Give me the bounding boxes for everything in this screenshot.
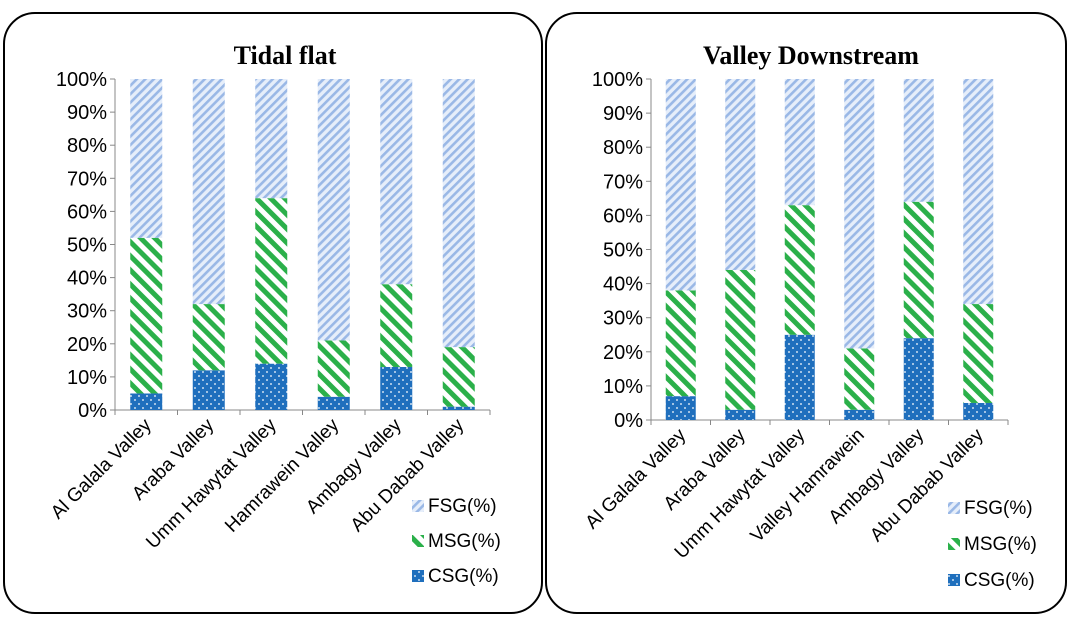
chart-title: Valley Downstream	[703, 41, 919, 70]
bar-csg	[903, 338, 934, 420]
y-tick-label: 30%	[603, 308, 643, 330]
legend-swatch-fsg	[412, 500, 424, 512]
y-tick-label: 40%	[603, 274, 643, 296]
legend-label-csg: CSG(%)	[428, 566, 499, 587]
y-tick-label: 40%	[67, 268, 107, 290]
bar-csg	[130, 393, 163, 410]
bar-fsg	[130, 79, 163, 238]
bar-msg	[192, 304, 225, 371]
y-tick-label: 90%	[603, 103, 643, 125]
y-tick-label: 100%	[56, 69, 107, 91]
y-tick-label: 60%	[603, 205, 643, 227]
bar-csg	[844, 409, 875, 420]
bar-msg	[317, 340, 350, 397]
bar-fsg	[255, 79, 288, 199]
bar-csg	[963, 402, 994, 420]
bar-fsg	[442, 79, 475, 348]
y-tick-label: 80%	[67, 135, 107, 157]
legend-swatch-fsg	[948, 502, 960, 514]
y-tick-label: 80%	[603, 137, 643, 159]
bar-msg	[963, 304, 994, 403]
bar-csg	[380, 366, 413, 410]
bar-fsg	[725, 79, 756, 270]
bar-fsg	[665, 79, 696, 291]
chart-panel-tidal-flat: Tidal flat 0% 10% 20% 30% 40% 50% 60% 70% 80% 90% 1…	[3, 12, 543, 614]
y-tick-label: 90%	[67, 102, 107, 124]
bar-msg	[725, 269, 756, 410]
y-tick-label: 70%	[67, 168, 107, 190]
bar-msg	[130, 237, 163, 394]
x-tick-label: Abu Dabab Valley	[347, 414, 469, 536]
y-tick-label: 100%	[592, 69, 643, 91]
x-tick-label: Valley Hamrawein	[747, 425, 869, 547]
bar-fsg	[317, 79, 350, 341]
y-tick-label: 70%	[603, 171, 643, 193]
chart-valley-downstream: Valley Downstream 0% 10% 20% 30% 40% 50% 60% 70%…	[582, 41, 1037, 591]
legend-label-msg: MSG(%)	[428, 531, 501, 552]
bar-msg	[844, 348, 875, 410]
bar-csg	[725, 409, 756, 420]
y-tick-label: 20%	[603, 342, 643, 364]
bar-csg	[784, 334, 815, 420]
bar-fsg	[784, 79, 815, 206]
legend-label-csg: CSG(%)	[964, 570, 1035, 591]
bar-msg	[442, 347, 475, 407]
bar-csg	[317, 396, 350, 410]
legend-label-fsg: FSG(%)	[428, 496, 497, 517]
y-tick-label: 10%	[603, 376, 643, 398]
chart-title: Tidal flat	[234, 41, 337, 70]
y-tick-label: 50%	[67, 235, 107, 257]
bar-csg	[665, 396, 696, 420]
bar-csg	[442, 406, 475, 410]
y-tick-label: 0%	[78, 400, 107, 422]
bar-msg	[380, 284, 413, 367]
legend-label-msg: MSG(%)	[964, 534, 1037, 555]
bar-fsg	[380, 79, 413, 285]
bar-csg	[255, 363, 288, 410]
x-tick-label: Hamrawein Valley	[221, 414, 343, 536]
y-tick-label: 10%	[67, 367, 107, 389]
y-tick-label: 20%	[67, 334, 107, 356]
y-tick-label: 50%	[603, 240, 643, 262]
bar-msg	[903, 201, 934, 339]
y-tick-label: 0%	[614, 410, 643, 432]
chart-tidal-flat: Tidal flat 0% 10% 20% 30% 40% 50% 60% 70% 80% 90% 1…	[47, 41, 501, 587]
legend-swatch-msg	[948, 538, 960, 550]
bar-fsg	[903, 79, 934, 202]
x-tick-label: Abu Dabab Valley	[866, 424, 988, 546]
legend-swatch-csg	[948, 574, 960, 586]
legend-label-fsg: FSG(%)	[964, 498, 1033, 519]
bar-msg	[665, 290, 696, 397]
bar-msg	[784, 205, 815, 335]
bar-csg	[192, 370, 225, 410]
y-tick-label: 30%	[67, 301, 107, 323]
bar-fsg	[963, 79, 994, 305]
chart-panel-valley-downstream: Valley Downstream 0% 10% 20% 30% 40% 50% 60% 70%…	[545, 12, 1067, 614]
x-tick-label: Al Galala Valley	[47, 414, 156, 523]
legend-swatch-csg	[412, 570, 424, 582]
bar-fsg	[192, 79, 225, 305]
bar-msg	[255, 198, 288, 364]
y-tick-label: 60%	[67, 201, 107, 223]
bar-fsg	[844, 79, 875, 349]
x-tick-label: Al Galala Valley	[582, 424, 691, 533]
legend-swatch-msg	[412, 535, 424, 547]
